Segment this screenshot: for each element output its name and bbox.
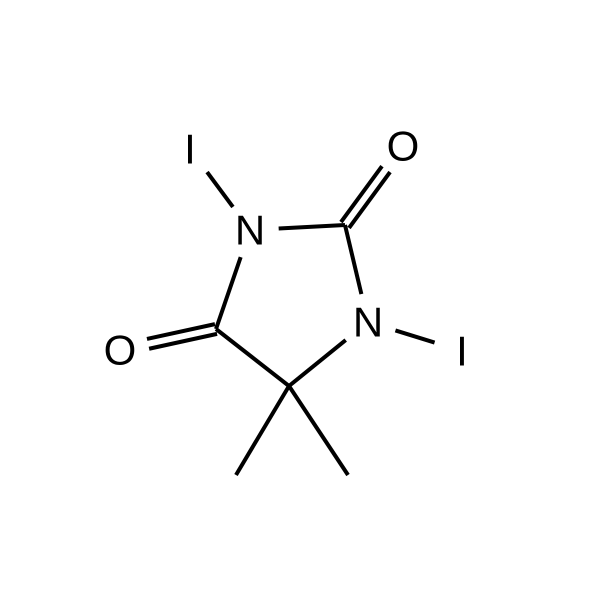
atom-label-N1: N — [353, 299, 383, 346]
atom-label-N3: N — [235, 207, 265, 254]
molecule-diagram: N N O O I I — [0, 0, 600, 600]
bond-N1-I_right — [395, 330, 434, 342]
atom-label-I_top: I — [184, 126, 196, 173]
bond-C2-N1 — [345, 225, 361, 294]
bond-C4-N3 — [216, 257, 241, 329]
atom-label-I_right: I — [456, 328, 468, 375]
bond-N3-C2 — [279, 225, 345, 228]
atom-label-O_left: O — [104, 327, 137, 374]
bond-C5-Me2 — [289, 386, 348, 475]
bond-C5-C4 — [216, 329, 289, 386]
bond-N1-C5 — [289, 340, 346, 386]
bond-C5-Me1 — [236, 386, 289, 475]
atom-label-O_top: O — [387, 123, 420, 170]
bond-N3-I_top — [207, 172, 233, 207]
